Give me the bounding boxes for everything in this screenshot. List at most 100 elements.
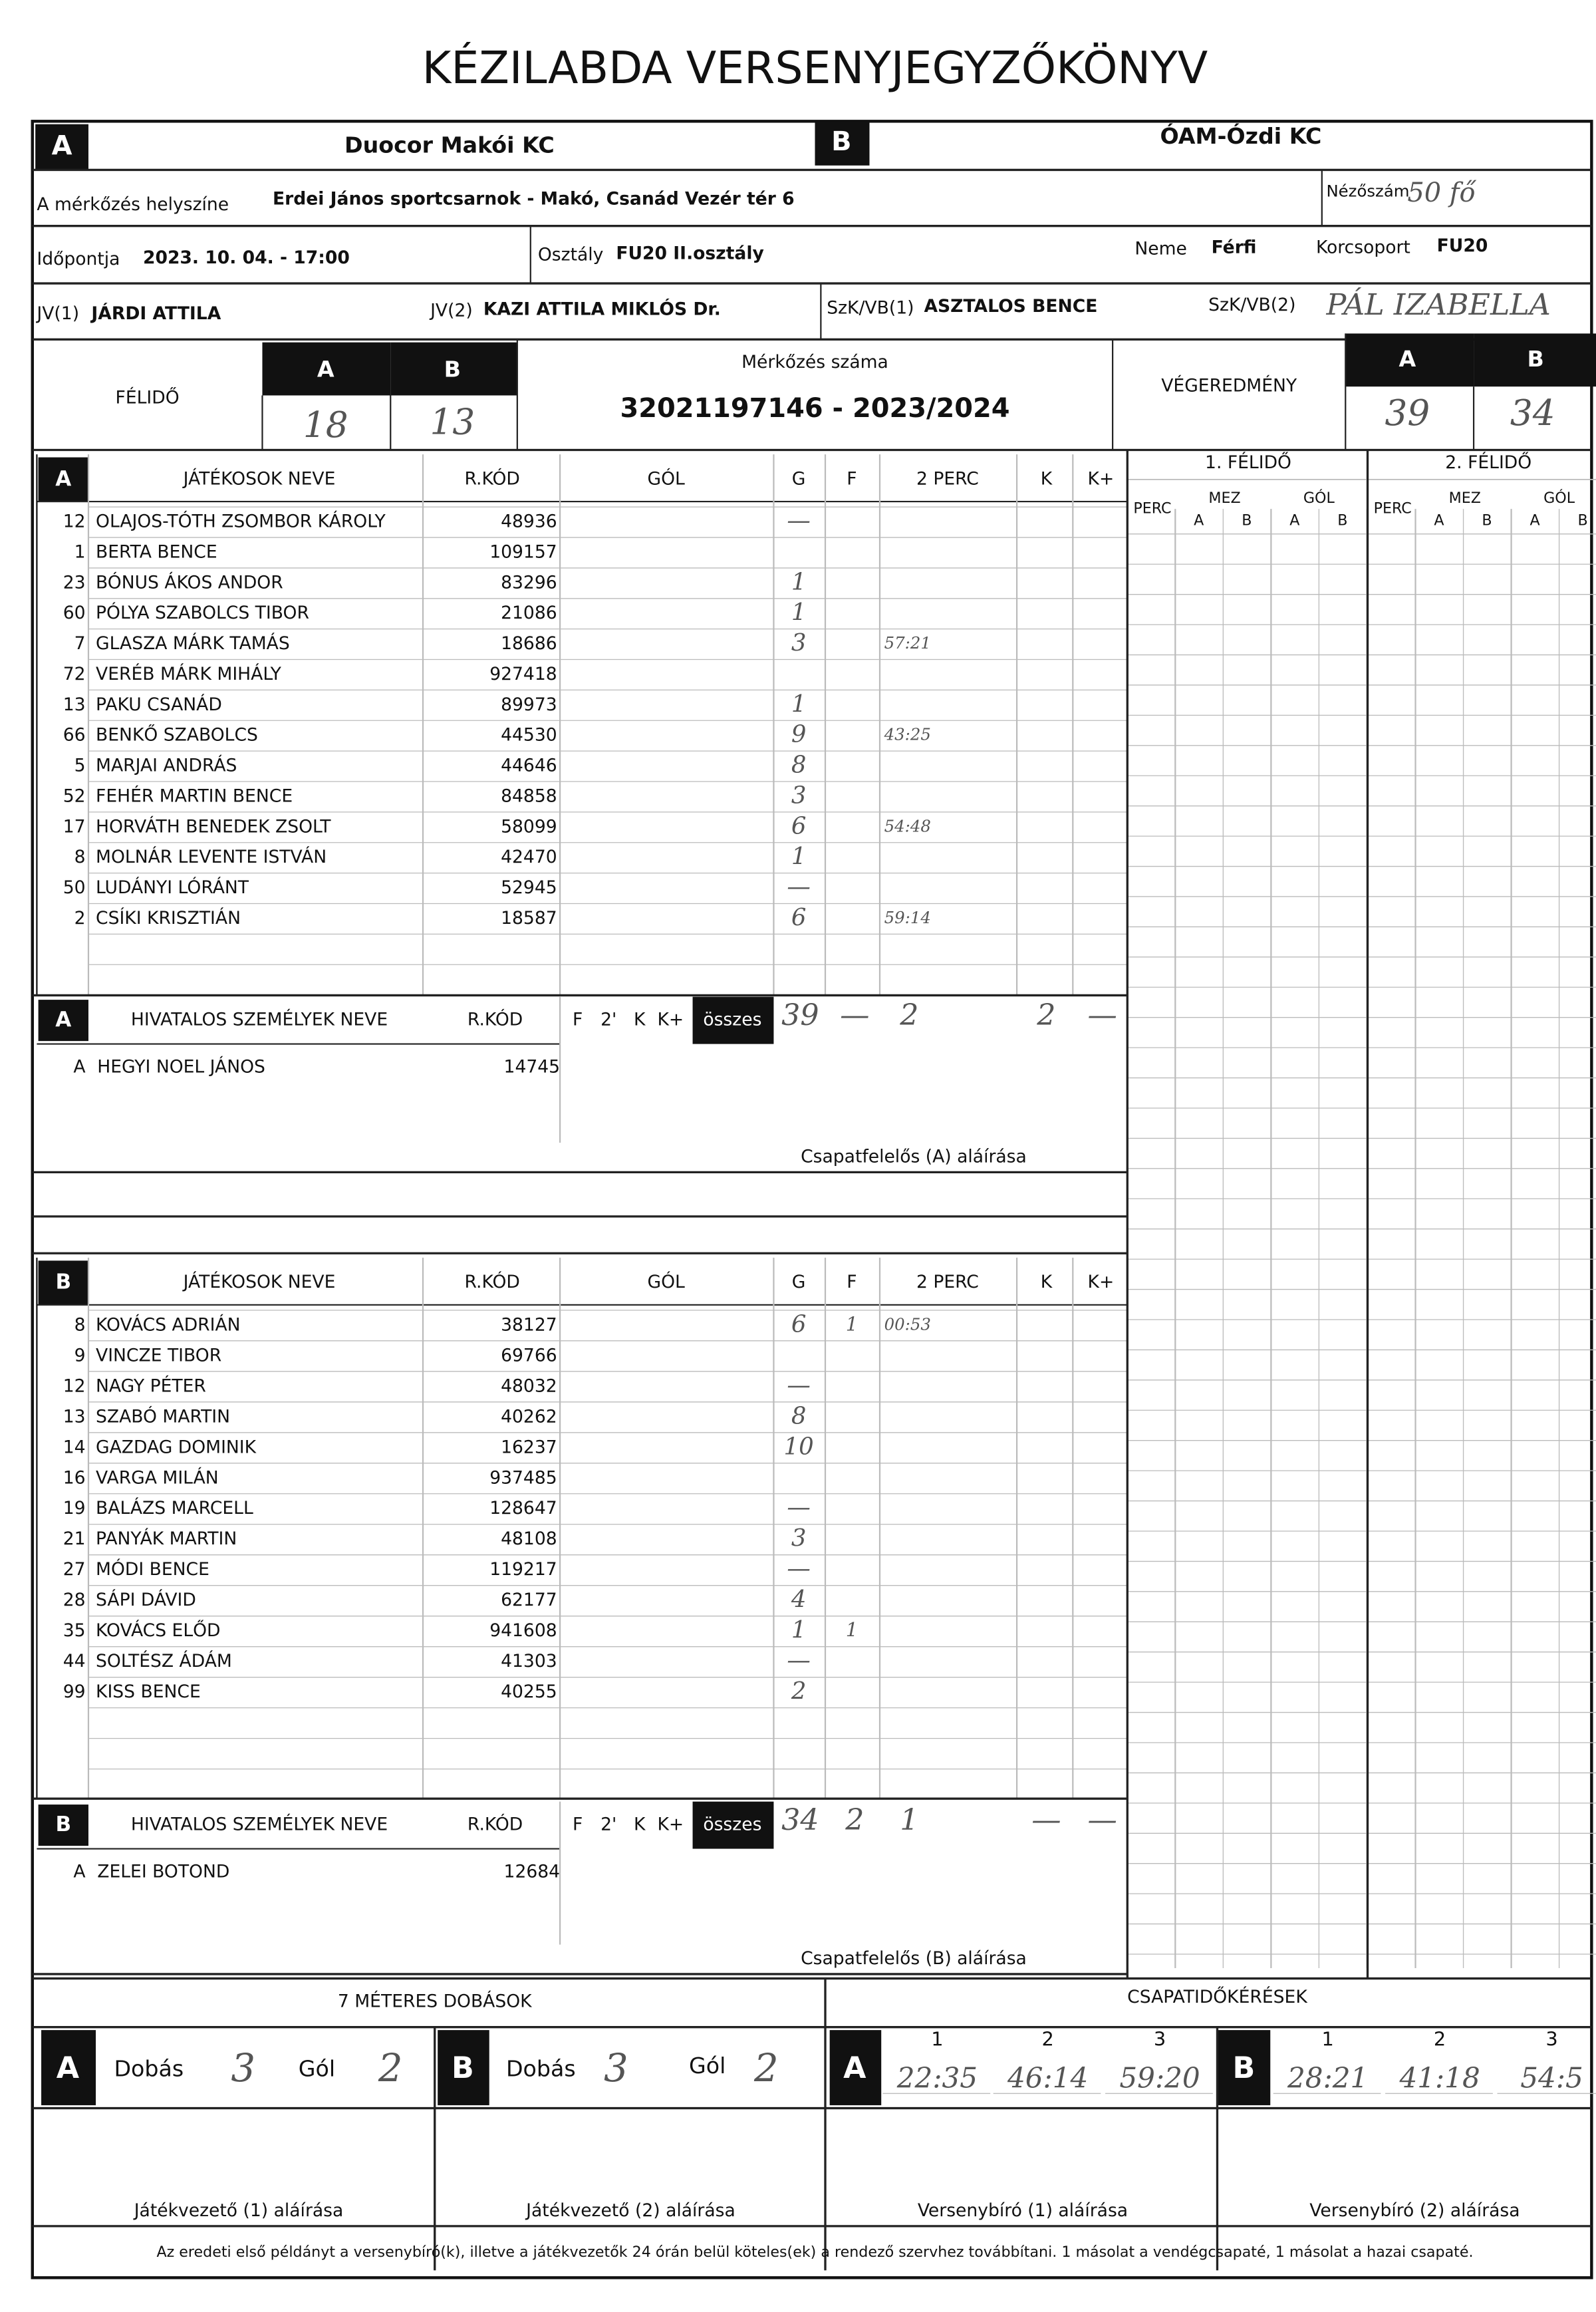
player-name: BÓNUS ÁKOS ANDOR <box>96 571 283 593</box>
label: Gól <box>689 2053 726 2079</box>
label: 2 <box>753 2046 779 2091</box>
label: VÉGEREDMÉNY <box>1161 375 1297 396</box>
goals: 9 <box>791 721 807 748</box>
staff-name: ZELEI BOTOND <box>97 1862 229 1882</box>
jersey-number: 99 <box>63 1681 86 1702</box>
label: SzK/VB(1) <box>827 297 914 318</box>
jersey-number: 27 <box>63 1559 86 1580</box>
label: 3 <box>1545 2028 1557 2051</box>
label: A <box>1194 511 1204 529</box>
total: — <box>1087 1803 1117 1837</box>
column-header: GÓL <box>647 468 685 489</box>
label: Osztály <box>538 244 604 265</box>
player-name: VERÉB MÁRK MIHÁLY <box>96 663 282 684</box>
player-code: 58099 <box>501 816 557 837</box>
column-header: F <box>847 1272 857 1292</box>
label: B <box>1232 2051 1255 2085</box>
column-header: 2' <box>600 1814 616 1835</box>
column-header: G <box>792 1272 806 1292</box>
label: 1. FÉLIDŐ <box>1205 452 1291 473</box>
jersey-number: 17 <box>63 816 86 837</box>
player-code: 21086 <box>501 603 557 623</box>
label: B <box>1527 346 1543 372</box>
column-header: K+ <box>1088 468 1115 489</box>
two-minute: 00:53 <box>884 1314 931 1334</box>
label: JV(1) <box>35 303 79 324</box>
goals: — <box>787 1555 810 1582</box>
jersey-number: 9 <box>74 1345 86 1366</box>
jersey-number: 7 <box>74 633 86 654</box>
label: Korcsoport <box>1316 237 1410 257</box>
label: GÓL <box>1543 488 1575 507</box>
player-name: BERTA BENCE <box>96 541 217 562</box>
player-code: 48936 <box>501 511 557 532</box>
label: 1 <box>931 2028 943 2051</box>
player-name: MARJAI ANDRÁS <box>96 755 237 776</box>
jersey-number: 52 <box>63 786 86 806</box>
label: 39 <box>1385 392 1430 434</box>
label: 32021197146 - 2023/2024 <box>620 393 1009 424</box>
player-code: 18587 <box>501 908 557 929</box>
footer-note: Az eredeti első példányt a versenybíró(k… <box>156 2243 1473 2261</box>
warning: 1 <box>846 1312 858 1335</box>
label: A <box>1398 346 1416 372</box>
black-box <box>38 457 88 502</box>
player-name: KOVÁCS ELŐD <box>96 1620 220 1641</box>
jersey-number: 44 <box>63 1651 86 1671</box>
two-minute: 54:48 <box>884 816 931 835</box>
column-header: JÁTÉKOSOK NEVE <box>182 468 336 489</box>
label: PÁL IZABELLA <box>1325 287 1550 322</box>
player-name: SOLTÉSZ ÁDÁM <box>96 1650 232 1671</box>
goals: — <box>787 873 810 901</box>
label: A <box>317 356 334 382</box>
player-name: MÓDI BENCE <box>96 1558 209 1580</box>
column-header: 2 PERC <box>916 468 979 489</box>
label: Dobás <box>114 2055 184 2081</box>
player-name: KOVÁCS ADRIÁN <box>96 1314 241 1335</box>
player-name: PAKU CSANÁD <box>96 694 222 715</box>
black-box <box>692 1801 774 1849</box>
player-name: PANYÁK MARTIN <box>96 1528 237 1549</box>
team-letter: A <box>52 131 72 162</box>
goals: 3 <box>791 782 807 809</box>
player-code: 48032 <box>501 1375 557 1396</box>
label: Mérkőzés száma <box>741 352 888 372</box>
jersey-number: 8 <box>74 1314 86 1335</box>
timeout-time: 54:5 <box>1520 2061 1583 2094</box>
label: A <box>73 1057 85 1078</box>
label: 3 <box>1154 2028 1166 2051</box>
label: 2023. 10. 04. - 17:00 <box>143 247 350 268</box>
goals: 1 <box>791 599 807 626</box>
player-name: FEHÉR MARTIN BENCE <box>96 785 293 806</box>
player-name: LUDÁNYI LÓRÁNT <box>96 877 249 898</box>
player-code: 89973 <box>501 694 557 715</box>
goals: 3 <box>791 629 807 656</box>
player-name: VINCZE TIBOR <box>96 1345 221 1366</box>
label: GÓL <box>1303 488 1335 507</box>
black-box <box>1217 2030 1271 2106</box>
jersey-number: 1 <box>74 541 86 562</box>
label: Dobás <box>506 2055 576 2081</box>
player-code: 119217 <box>489 1559 557 1580</box>
player-code: 16237 <box>501 1437 557 1457</box>
player-name: CSÍKI KRISZTIÁN <box>96 907 241 929</box>
player-code: 927418 <box>489 664 557 684</box>
label: JÁRDI ATTILA <box>90 303 221 324</box>
column-header: R.KÓD <box>467 1814 523 1835</box>
warning: 1 <box>846 1618 858 1641</box>
label: 3 <box>231 2046 255 2091</box>
label: Gól <box>299 2055 335 2081</box>
player-name: BENKŐ SZABOLCS <box>96 724 258 746</box>
timeout-time: 28:21 <box>1287 2061 1368 2094</box>
label: CSAPATIDŐKÉRÉSEK <box>1127 1986 1307 2007</box>
goals: 1 <box>791 843 807 870</box>
jersey-number: 13 <box>63 694 86 715</box>
column-header: F <box>573 1010 583 1030</box>
column-header: JÁTÉKOSOK NEVE <box>182 1271 336 1292</box>
column-header: HIVATALOS SZEMÉLYEK NEVE <box>131 1009 388 1030</box>
label: MEZ <box>1449 490 1481 507</box>
jersey-number: 23 <box>63 572 86 593</box>
goals: 1 <box>791 690 807 718</box>
player-code: 40255 <box>501 1681 557 1702</box>
